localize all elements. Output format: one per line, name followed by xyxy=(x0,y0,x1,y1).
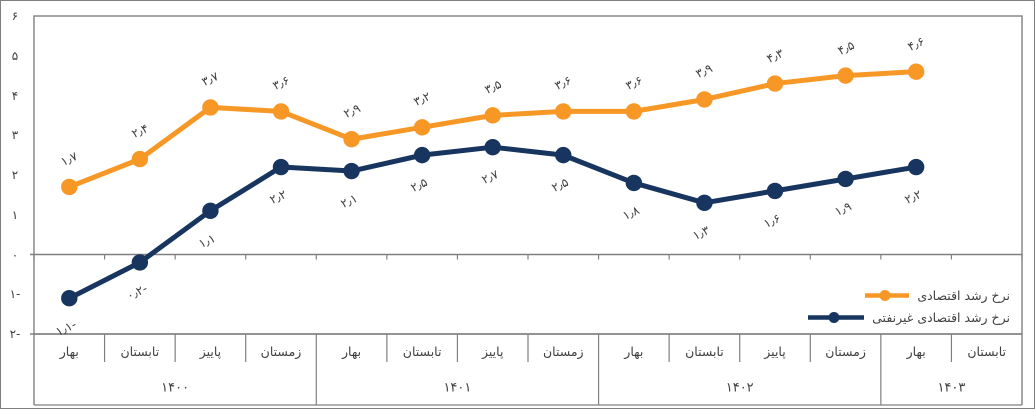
data-label: ۱٫۷ xyxy=(58,149,80,169)
data-label: ۳٫۵ xyxy=(482,77,504,98)
legend-item-economic-growth: نرخ رشد اقتصادی xyxy=(864,287,1010,304)
legend-sample-orange-line-icon xyxy=(865,290,910,301)
data-point-marker xyxy=(202,202,219,219)
y-tick-label: ۲ xyxy=(11,168,19,182)
data-point-marker xyxy=(696,194,713,212)
data-point-marker xyxy=(484,107,501,124)
season-label: پاییز xyxy=(481,343,504,359)
data-label: ۲٫۲ xyxy=(267,187,289,207)
season-label: تابستان xyxy=(120,343,160,359)
data-point-marker xyxy=(131,254,149,271)
data-label: ۳٫۶ xyxy=(552,73,574,94)
data-label: ۳٫۲ xyxy=(411,89,433,110)
data-label: ۴٫۳ xyxy=(764,45,786,66)
data-point-marker xyxy=(413,119,431,136)
season-label: بهار xyxy=(906,343,926,359)
y-tick-label: ۴ xyxy=(11,88,19,103)
year-label: ۱۴۰۰ xyxy=(161,380,190,396)
data-label: ۲٫۵ xyxy=(549,175,571,196)
y-tick-label: ۲- xyxy=(9,327,21,341)
data-label: ۲٫۴ xyxy=(129,121,151,141)
data-point-marker xyxy=(555,103,572,120)
y-tick-label: ۰ xyxy=(11,247,19,262)
data-label: ۱٫۱- xyxy=(53,317,79,340)
season-label: تابستان xyxy=(685,343,724,359)
year-label: ۱۴۰۲ xyxy=(725,380,754,396)
year-label: ۱۴۰۱ xyxy=(443,380,472,396)
season-label: بهار xyxy=(624,343,644,359)
data-point-marker xyxy=(696,91,713,108)
data-label: ۴٫۶ xyxy=(905,33,927,54)
season-label: تابستان xyxy=(402,343,442,359)
data-label: ۱٫۶ xyxy=(761,210,783,231)
data-point-marker xyxy=(555,146,572,164)
y-tick-label: ۵ xyxy=(11,48,19,63)
legend-label-economic-growth: نرخ رشد اقتصادی xyxy=(917,288,1010,303)
data-label: ۳٫۶ xyxy=(623,73,645,94)
season-label: پاییز xyxy=(199,343,222,359)
data-label: ۰٫۲- xyxy=(124,281,150,304)
data-point-marker xyxy=(837,67,854,84)
data-point-marker xyxy=(837,170,854,188)
season-label: بهار xyxy=(59,343,79,359)
season-label: زمستان xyxy=(542,343,584,359)
data-point-marker xyxy=(625,174,643,192)
data-point-marker xyxy=(343,162,360,180)
data-label: ۱٫۱ xyxy=(196,230,218,251)
data-label: ۲٫۵ xyxy=(408,175,430,196)
data-point-marker xyxy=(766,75,784,92)
data-point-marker xyxy=(766,182,784,200)
data-label: ۲٫۲ xyxy=(902,187,924,207)
data-point-marker xyxy=(61,290,78,307)
legend-sample-navy-line-icon xyxy=(808,312,865,323)
data-label: ۳٫۶ xyxy=(270,73,292,94)
year-label: ۱۴۰۳ xyxy=(937,380,966,396)
data-label: ۱٫۹ xyxy=(831,199,854,219)
data-point-marker xyxy=(343,131,360,148)
data-point-marker xyxy=(413,146,431,164)
legend-item-nonoil-growth: نرخ رشد اقتصادی غیرنفتی xyxy=(807,309,1010,326)
data-point-marker xyxy=(484,138,501,156)
data-label: ۴٫۵ xyxy=(834,37,857,58)
season-label: زمستان xyxy=(260,343,302,359)
y-tick-label: ۶ xyxy=(11,9,19,23)
legend-label-nonoil-growth: نرخ رشد اقتصادی غیرنفتی xyxy=(872,310,1010,325)
season-label: زمستان xyxy=(825,343,866,359)
data-point-marker xyxy=(61,178,78,196)
season-label: تابستان xyxy=(967,343,1007,359)
data-label: ۱٫۳ xyxy=(690,222,712,243)
data-point-marker xyxy=(272,158,290,176)
season-label: پاییز xyxy=(764,343,786,359)
season-label: بهار xyxy=(342,343,362,359)
legend: نرخ رشد اقتصادی نرخ رشد اقتصادی غیرنفتی xyxy=(807,287,1010,326)
data-label: ۳٫۷ xyxy=(199,69,221,90)
data-label: ۱٫۸ xyxy=(620,203,642,223)
y-tick-label: ۳ xyxy=(11,128,19,143)
data-label: ۲٫۹ xyxy=(340,101,363,122)
data-point-marker xyxy=(907,158,925,176)
data-point-marker xyxy=(131,150,149,168)
data-point-marker xyxy=(202,99,219,116)
data-label: ۲٫۷ xyxy=(479,167,501,188)
data-point-marker xyxy=(272,103,290,120)
data-label: ۲٫۱ xyxy=(337,191,360,211)
y-tick-label: ۱ xyxy=(11,207,19,222)
y-tick-label: ۱- xyxy=(9,287,21,302)
data-point-marker xyxy=(907,63,925,80)
data-point-marker xyxy=(625,103,643,120)
data-label: ۳٫۹ xyxy=(693,61,715,82)
